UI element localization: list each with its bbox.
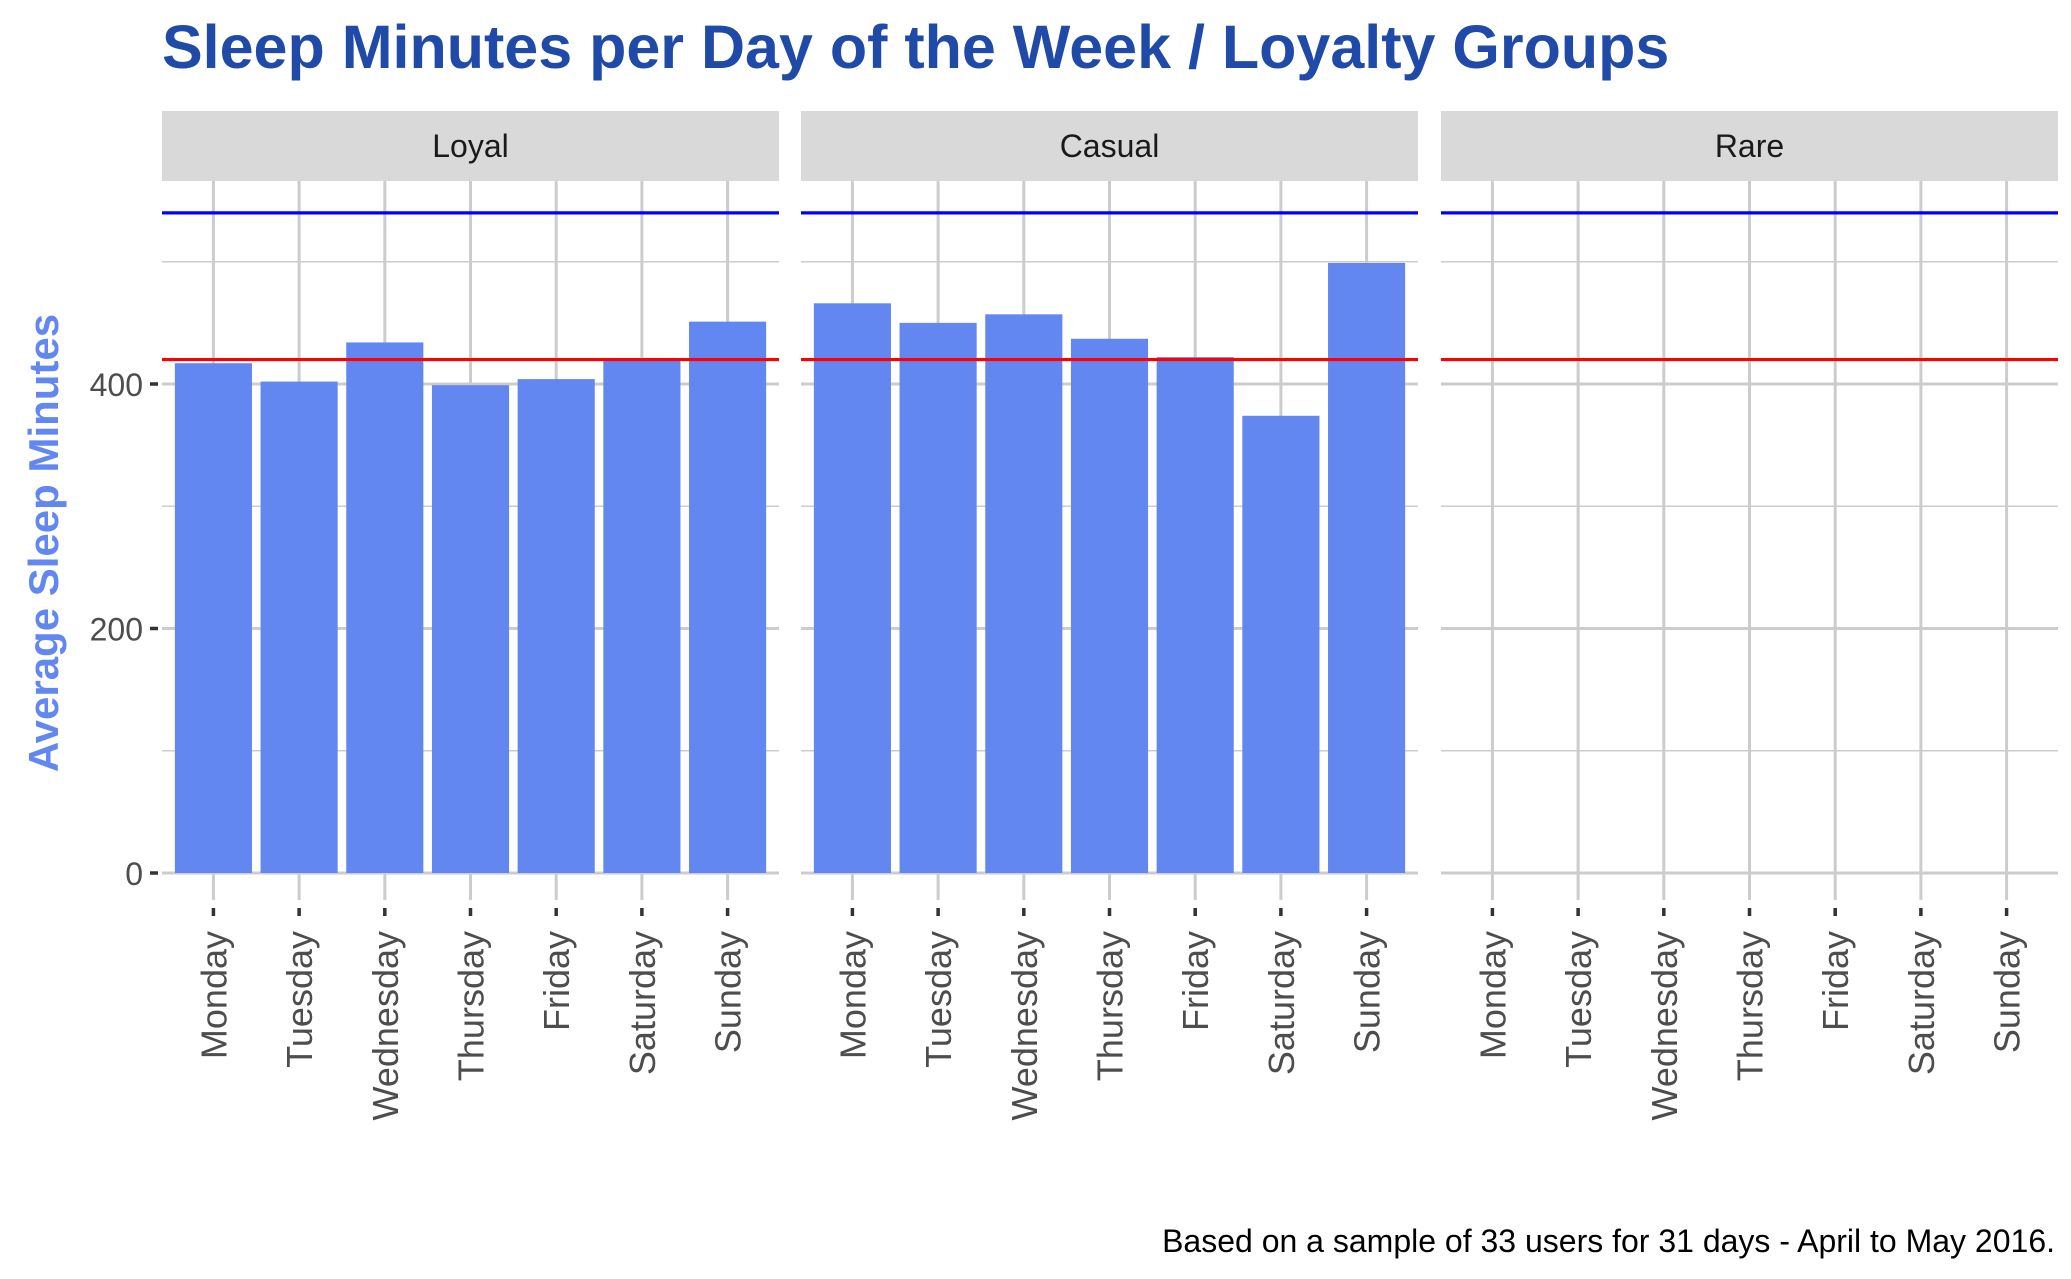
x-tick-label-casual-saturday: Saturday bbox=[1261, 931, 1302, 1075]
x-tick-label-loyal-saturday: Saturday bbox=[622, 931, 663, 1075]
y-axis: 0 200 400 bbox=[90, 367, 158, 892]
y-axis-label: Average Sleep Minutes bbox=[20, 314, 67, 772]
x-tick-label-casual-wednesday: Wednesday bbox=[1004, 931, 1045, 1120]
x-tick-label-rare-tuesday: Tuesday bbox=[1558, 931, 1599, 1068]
facet-panel-rare: Rare Monday Tuesday Wednesday Thursday Friday… bbox=[1441, 111, 2058, 1120]
y-tick-label-0: 0 bbox=[125, 856, 143, 892]
bar-loyal-thursday bbox=[431, 385, 510, 873]
facet-strip-casual bbox=[801, 111, 1418, 181]
facet-panels: Loyal Monday Tuesday Wednesday Thursday Frida… bbox=[90, 111, 2058, 1120]
facet-panel-loyal: Loyal Monday Tuesday Wednesday Thursday Frida… bbox=[162, 111, 779, 1120]
bar-loyal-tuesday bbox=[260, 381, 338, 873]
facet-label-casual: Casual bbox=[1060, 128, 1160, 164]
x-tick-label-rare-wednesday: Wednesday bbox=[1644, 931, 1685, 1120]
x-tick-label-loyal-wednesday: Wednesday bbox=[365, 931, 406, 1120]
facet-label-rare: Rare bbox=[1715, 128, 1784, 164]
bar-casual-thursday bbox=[1070, 338, 1149, 874]
x-tick-label-loyal-monday: Monday bbox=[193, 931, 234, 1059]
x-tick-label-casual-thursday: Thursday bbox=[1090, 931, 1131, 1081]
x-tick-label-rare-saturday: Saturday bbox=[1901, 931, 1942, 1075]
facet-label-loyal: Loyal bbox=[432, 128, 509, 164]
facet-strip-loyal bbox=[162, 111, 779, 181]
x-tick-label-casual-friday: Friday bbox=[1175, 931, 1216, 1031]
x-tick-label-loyal-thursday: Thursday bbox=[451, 931, 492, 1081]
bar-casual-saturday bbox=[1242, 415, 1320, 873]
bar-loyal-wednesday bbox=[346, 342, 424, 873]
x-tick-label-casual-sunday: Sunday bbox=[1347, 931, 1388, 1053]
facet-strip-rare bbox=[1441, 111, 2058, 181]
bar-casual-sunday bbox=[1328, 262, 1406, 873]
x-tick-label-loyal-sunday: Sunday bbox=[708, 931, 749, 1053]
bar-loyal-friday bbox=[517, 379, 595, 873]
x-tick-label-casual-tuesday: Tuesday bbox=[918, 931, 959, 1068]
bar-loyal-monday bbox=[174, 363, 252, 873]
x-tick-label-loyal-tuesday: Tuesday bbox=[279, 931, 320, 1068]
bar-casual-friday bbox=[1156, 357, 1234, 874]
x-tick-label-rare-friday: Friday bbox=[1815, 931, 1856, 1031]
bar-casual-wednesday bbox=[985, 314, 1063, 873]
chart-caption: Based on a sample of 33 users for 31 day… bbox=[1162, 1223, 2055, 1259]
chart-title: Sleep Minutes per Day of the Week / Loya… bbox=[162, 13, 1669, 81]
bar-casual-tuesday bbox=[899, 322, 977, 873]
x-tick-label-casual-monday: Monday bbox=[832, 931, 873, 1059]
x-tick-label-rare-thursday: Thursday bbox=[1730, 931, 1771, 1081]
y-tick-label-200: 200 bbox=[90, 612, 143, 648]
bar-casual-monday bbox=[813, 303, 891, 873]
bar-loyal-sunday bbox=[689, 321, 767, 874]
x-tick-label-rare-monday: Monday bbox=[1472, 931, 1513, 1059]
x-tick-label-rare-sunday: Sunday bbox=[1987, 931, 2028, 1053]
y-tick-label-400: 400 bbox=[90, 367, 143, 403]
x-tick-label-loyal-friday: Friday bbox=[536, 931, 577, 1031]
facet-panel-casual: Casual Monday Tuesday Wednesday Thursday Frid… bbox=[801, 111, 1418, 1120]
bar-loyal-saturday bbox=[603, 359, 681, 873]
